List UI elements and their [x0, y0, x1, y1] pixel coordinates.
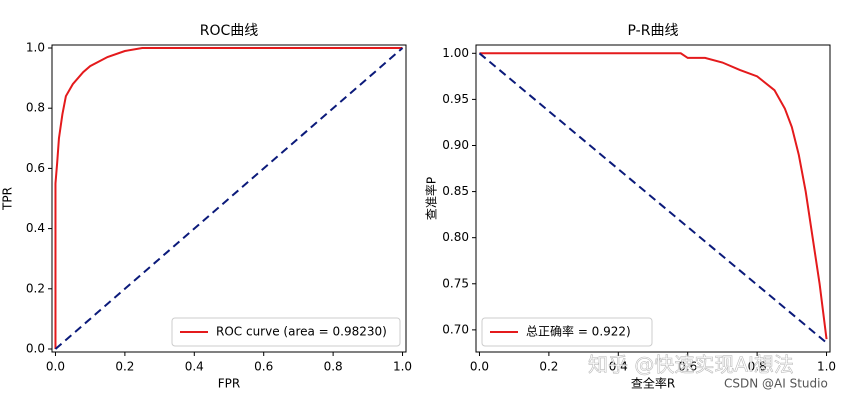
- y-tick-label: 0.80: [442, 230, 469, 244]
- y-tick-label: 0.90: [442, 138, 469, 152]
- x-axis-label: 查全率R: [631, 376, 675, 391]
- x-tick-label: 0.2: [115, 360, 134, 374]
- chart-title: ROC曲线: [200, 23, 259, 39]
- y-tick-label: 0.85: [442, 184, 469, 198]
- legend-box: [171, 317, 401, 347]
- line: [54, 47, 404, 350]
- x-tick-label: 0.4: [185, 360, 204, 374]
- y-axis-label: TPR: [1, 187, 15, 211]
- x-tick-label: 0.6: [254, 360, 273, 374]
- chart-title: P-R曲线: [628, 23, 679, 39]
- y-tick-label: 0.0: [26, 341, 45, 355]
- y-tick-label: 0.4: [26, 221, 45, 235]
- x-axis-label: FPR: [218, 377, 240, 391]
- x-tick-label: 0.0: [470, 360, 489, 374]
- line: [54, 47, 403, 349]
- y-tick-label: 0.6: [26, 161, 45, 175]
- y-tick-label: 0.8: [26, 101, 45, 115]
- line: [478, 52, 828, 344]
- x-tick-label: 0.8: [324, 360, 343, 374]
- x-tick-label: 0.0: [46, 360, 65, 374]
- plot-frame: [475, 44, 831, 353]
- legend-box: [481, 317, 653, 347]
- watermark: CSDN @AI Studio: [724, 377, 828, 391]
- y-axis-label: 查准率P: [424, 177, 439, 220]
- x-tick-label: 0.8: [748, 360, 767, 374]
- y-tick-label: 0.2: [26, 281, 45, 295]
- x-tick-label: 1.0: [393, 360, 412, 374]
- y-tick-label: 0.95: [442, 92, 469, 106]
- y-tick-label: 0.70: [442, 322, 469, 336]
- x-tick-label: 1.0: [817, 360, 836, 374]
- y-tick-label: 0.75: [442, 276, 469, 290]
- legend-label: ROC curve (area = 0.98230): [216, 325, 387, 339]
- x-tick-label: 0.6: [678, 360, 697, 374]
- legend-label: 总正确率 = 0.922): [526, 324, 631, 339]
- x-tick-label: 0.2: [539, 360, 558, 374]
- plot-frame: [51, 44, 407, 353]
- y-tick-label: 1.00: [442, 46, 469, 60]
- y-tick-label: 1.0: [26, 41, 45, 55]
- line: [479, 52, 828, 340]
- watermark: 知乎 @快速实现AI想法: [588, 353, 794, 377]
- x-tick-label: 0.4: [609, 360, 628, 374]
